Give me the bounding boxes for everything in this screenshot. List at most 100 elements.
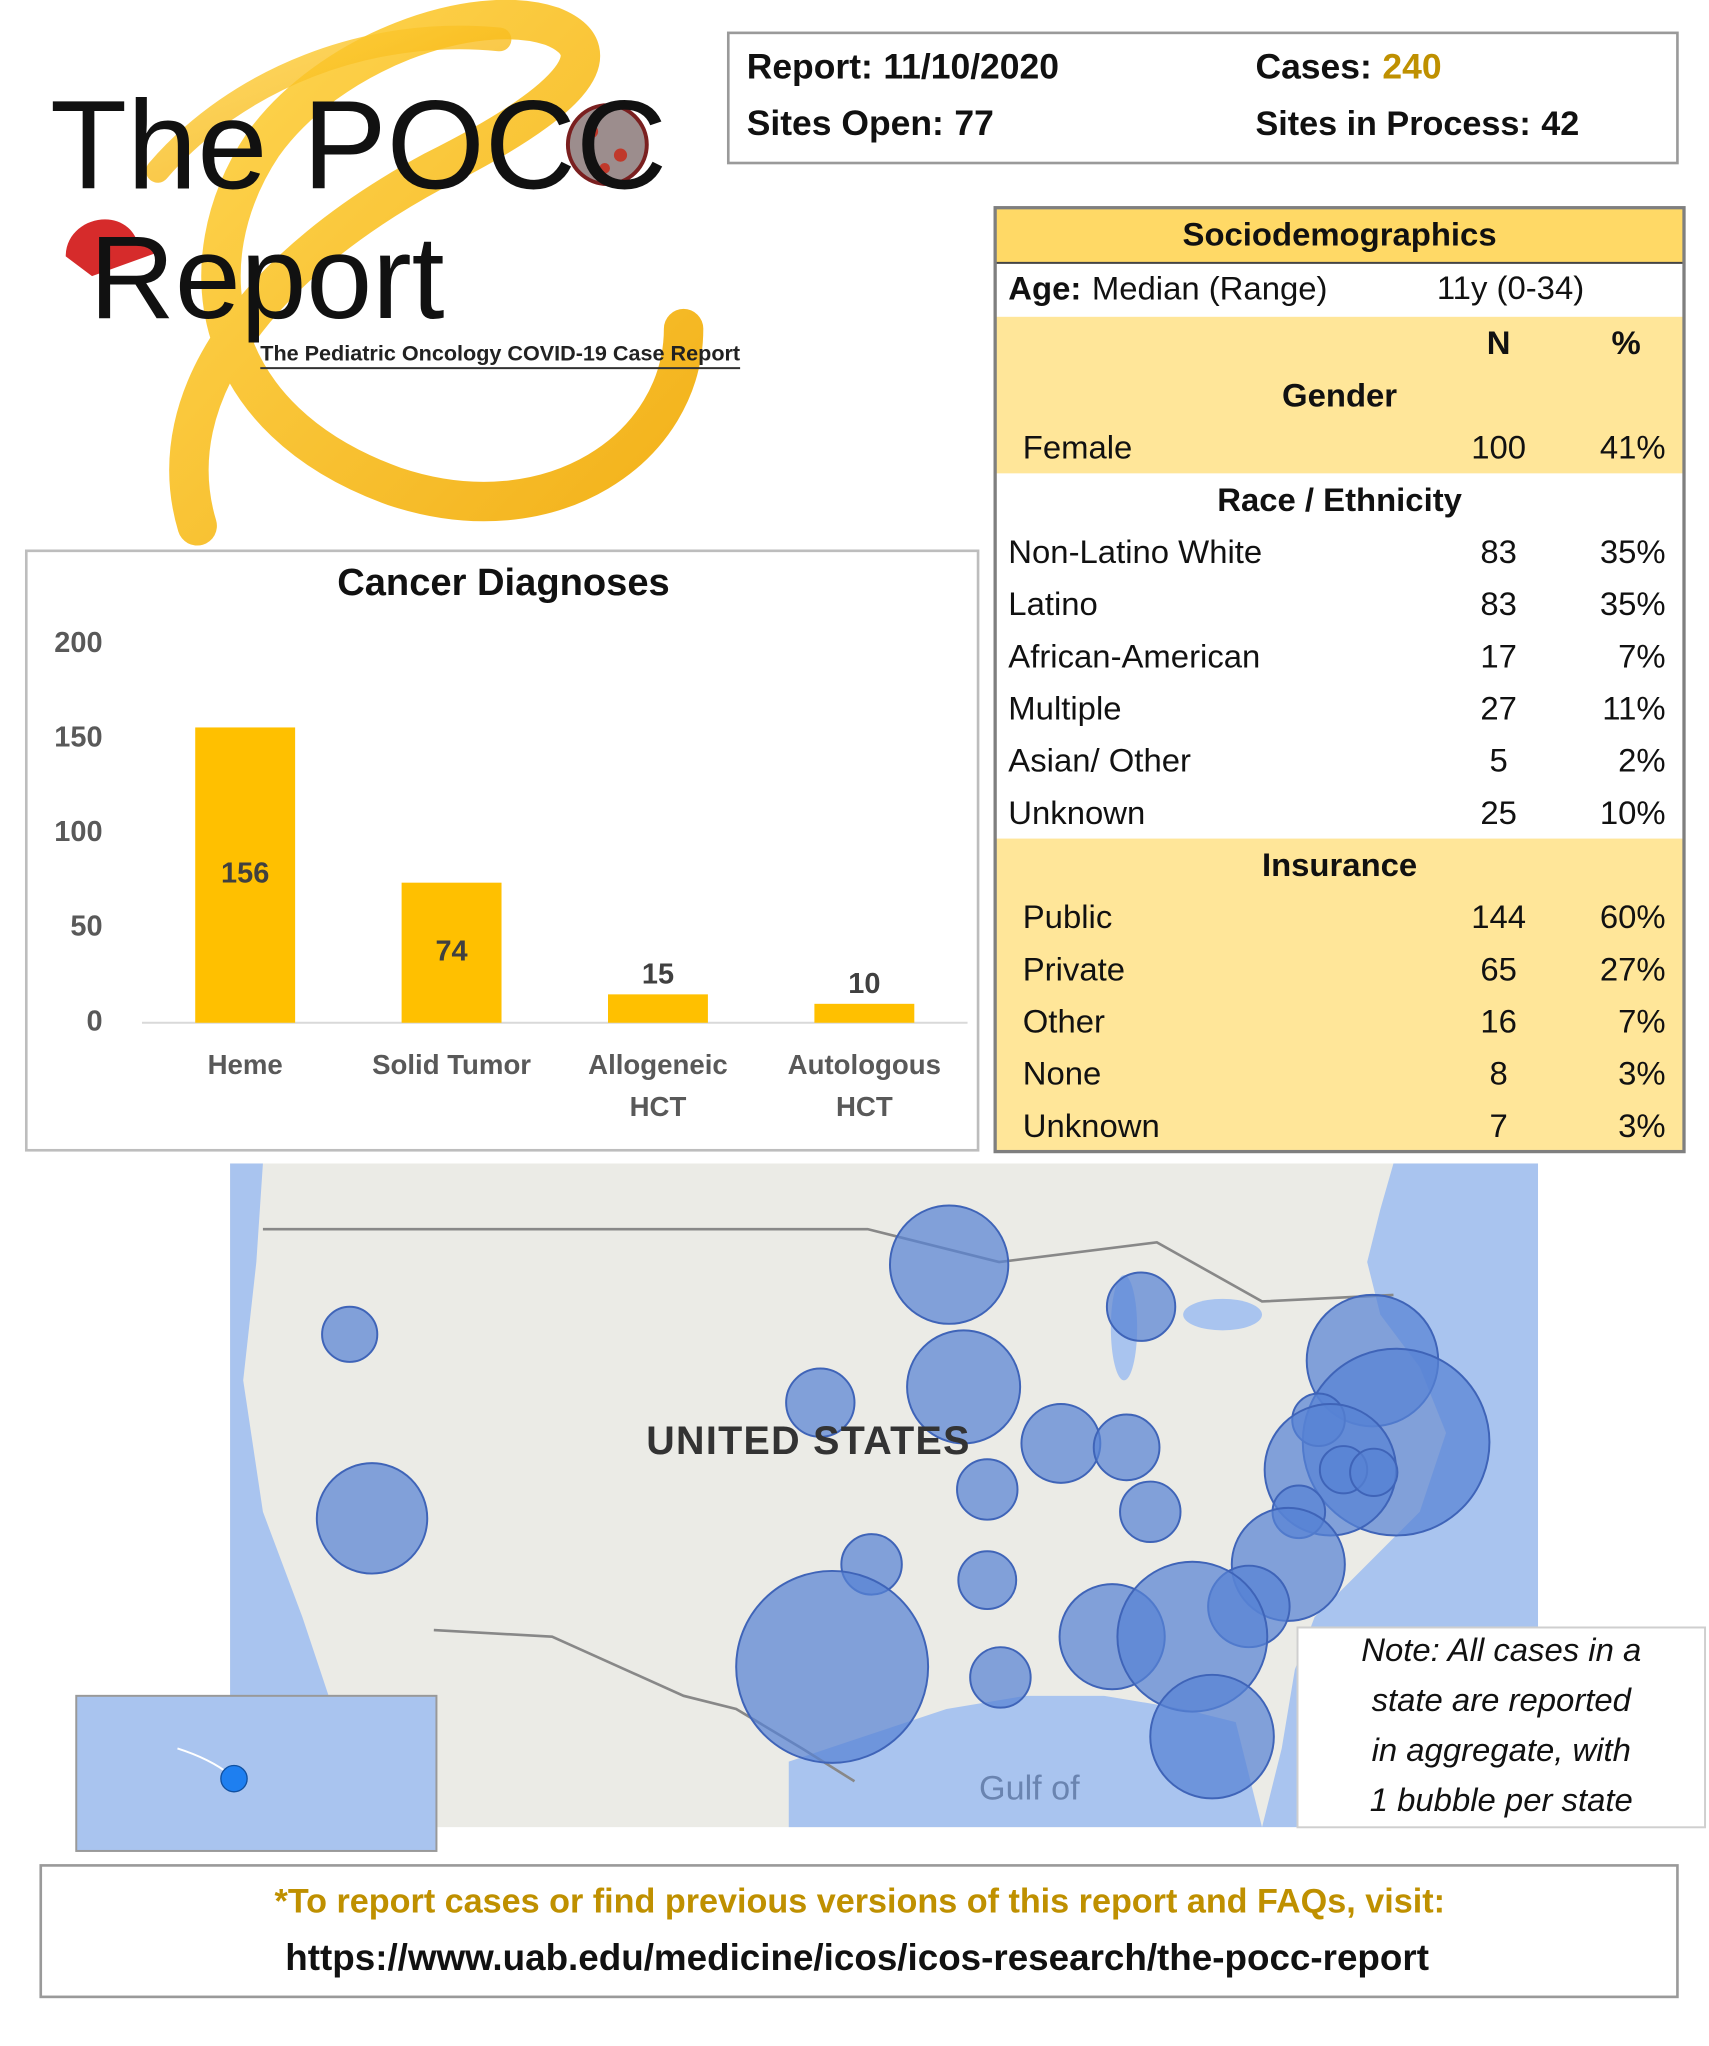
row-label: Private [1023, 950, 1125, 987]
row-label: Unknown [1023, 1107, 1160, 1144]
state-bubble [1020, 1403, 1102, 1484]
lake [1183, 1298, 1263, 1331]
age-row: Age: Median (Range) [1008, 269, 1327, 306]
row-n: 17 [1480, 637, 1517, 674]
y-tick-label: 100 [54, 816, 102, 848]
section-bg [995, 473, 1685, 840]
y-tick-label: 0 [86, 1005, 102, 1037]
report-date: Report: 11/10/2020 [747, 47, 1059, 87]
y-tick-label: 150 [54, 721, 102, 753]
row-n: 100 [1471, 429, 1526, 466]
virus-icon [565, 103, 649, 187]
section-title: Race / Ethnicity [1217, 481, 1462, 518]
cases: Cases: 240 [1255, 47, 1441, 87]
state-bubble [906, 1329, 1022, 1445]
state-bubble [888, 1204, 1010, 1325]
column-header: N [1487, 324, 1511, 361]
row-label: Non-Latino White [1008, 533, 1262, 570]
water-label: Gulf of [979, 1770, 1080, 1808]
state-bubble [785, 1367, 856, 1438]
label: Cases: [1255, 47, 1371, 87]
row-n: 144 [1471, 898, 1526, 935]
label: Sites Open: [747, 104, 944, 144]
row-pct: 60% [1600, 898, 1666, 935]
row-n: 5 [1490, 742, 1508, 779]
chart-title: Cancer Diagnoses [337, 561, 670, 604]
x-tick-label: Heme [207, 1050, 283, 1081]
bar [401, 882, 502, 1023]
row-n: 25 [1480, 794, 1517, 831]
row-pct: 35% [1600, 585, 1666, 622]
row-label: African-American [1008, 637, 1260, 674]
age-measure: Median (Range) [1092, 269, 1328, 306]
table-border [993, 206, 1686, 1154]
age-label: Age: [1008, 269, 1081, 306]
y-tick-label: 200 [54, 627, 102, 659]
bar [608, 994, 708, 1023]
footer-box [39, 1864, 1679, 1999]
row-pct: 11% [1602, 689, 1665, 726]
row-label: Unknown [1008, 794, 1145, 831]
bar [814, 1003, 915, 1023]
state-bubble [1149, 1673, 1275, 1800]
value: 240 [1382, 47, 1441, 87]
data-label: 15 [642, 959, 674, 991]
state-bubble [321, 1305, 379, 1363]
bar [195, 727, 296, 1023]
row-label: Multiple [1008, 689, 1121, 726]
x-tick-label: Solid Tumor [372, 1050, 532, 1081]
note-line: in aggregate, with [1372, 1731, 1631, 1768]
table-title-bg [995, 207, 1685, 263]
sites-open: Sites Open: 77 [747, 104, 994, 144]
value: 77 [954, 104, 993, 144]
row-label: Other [1023, 1003, 1105, 1040]
map-label: UNITED STATES [646, 1419, 970, 1463]
note-line: state are reported [1372, 1681, 1633, 1718]
row-label: Latino [1008, 585, 1098, 622]
row-label: Female [1023, 429, 1133, 466]
column-header: % [1612, 324, 1641, 361]
row-pct: 2% [1618, 742, 1666, 779]
state-bubble [1105, 1271, 1177, 1342]
footer-text: *To report cases or find previous versio… [275, 1883, 1445, 1921]
row-pct: 10% [1600, 794, 1666, 831]
x-tick-label: Allogeneic HCT [588, 1050, 728, 1123]
section-title: Gender [1282, 376, 1397, 413]
value: 11/10/2020 [883, 47, 1059, 87]
chart-box [24, 549, 980, 1152]
state-bubble [956, 1458, 1019, 1521]
data-label: 74 [435, 935, 467, 967]
footer-url: https://www.uab.edu/medicine/icos/icos-r… [285, 1937, 1429, 1978]
logo-ribbon [145, 0, 704, 546]
state-bubble [1119, 1480, 1182, 1544]
row-pct: 35% [1600, 533, 1666, 570]
row-pct: 7% [1618, 637, 1666, 674]
row-pct: 41% [1600, 429, 1666, 466]
row-n: 83 [1480, 533, 1517, 570]
note-line: 1 bubble per state [1370, 1781, 1633, 1818]
row-n: 8 [1490, 1055, 1508, 1092]
row-n: 65 [1480, 950, 1517, 987]
data-label: 10 [848, 968, 880, 1000]
row-n: 27 [1480, 689, 1517, 726]
data-label: 156 [221, 858, 269, 890]
x-tick-label: Autologous HCT [787, 1050, 942, 1123]
row-label: None [1023, 1055, 1102, 1092]
row-pct: 3% [1618, 1055, 1666, 1092]
value: 42 [1541, 105, 1579, 143]
row-bg [995, 316, 1685, 370]
state-bubble [315, 1462, 429, 1575]
note-line: Note: All cases in a [1361, 1631, 1641, 1668]
note-box [1296, 1626, 1707, 1829]
sites-in-process: Sites in Process: 42 [1255, 105, 1579, 143]
row-pct: 3% [1618, 1107, 1666, 1144]
row-n: 7 [1490, 1107, 1508, 1144]
state-bubble [957, 1550, 1018, 1611]
row-pct: 7% [1618, 1003, 1666, 1040]
row-n: 83 [1480, 585, 1517, 622]
state-bubble [969, 1646, 1032, 1709]
section-bg [995, 838, 1685, 1153]
age-value: 11y (0-34) [1437, 269, 1584, 306]
